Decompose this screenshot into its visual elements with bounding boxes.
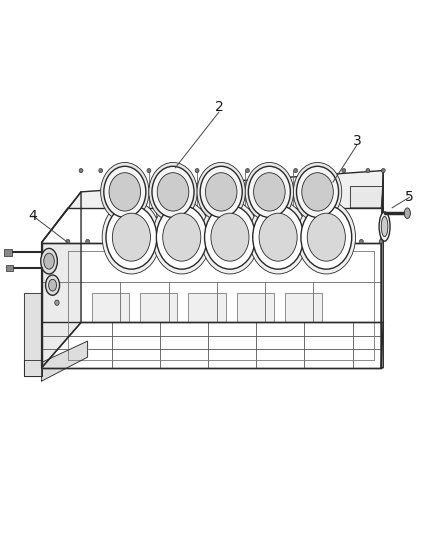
Ellipse shape <box>307 213 345 261</box>
Ellipse shape <box>248 166 290 217</box>
Ellipse shape <box>366 168 370 173</box>
Ellipse shape <box>46 275 60 295</box>
Ellipse shape <box>311 239 315 244</box>
Ellipse shape <box>205 173 237 211</box>
Polygon shape <box>381 171 383 368</box>
Bar <box>237 293 274 322</box>
Ellipse shape <box>200 166 242 217</box>
Bar <box>140 293 177 322</box>
Polygon shape <box>24 293 42 376</box>
Ellipse shape <box>213 239 216 244</box>
Ellipse shape <box>156 205 207 269</box>
Polygon shape <box>68 171 383 208</box>
Ellipse shape <box>101 163 149 221</box>
Ellipse shape <box>123 168 127 173</box>
Polygon shape <box>350 187 383 208</box>
Ellipse shape <box>293 163 342 221</box>
Ellipse shape <box>109 173 141 211</box>
Ellipse shape <box>342 168 346 173</box>
Ellipse shape <box>79 168 83 173</box>
Ellipse shape <box>237 239 241 244</box>
Polygon shape <box>42 341 88 381</box>
Ellipse shape <box>318 168 321 173</box>
Ellipse shape <box>249 200 307 274</box>
Ellipse shape <box>379 239 383 244</box>
Ellipse shape <box>221 168 225 173</box>
Ellipse shape <box>197 163 245 221</box>
Ellipse shape <box>104 166 146 217</box>
Ellipse shape <box>152 166 194 217</box>
Ellipse shape <box>287 239 291 244</box>
Ellipse shape <box>112 239 116 244</box>
Ellipse shape <box>263 239 267 244</box>
Text: 2: 2 <box>215 100 223 114</box>
Ellipse shape <box>336 239 339 244</box>
Ellipse shape <box>55 300 59 305</box>
Ellipse shape <box>201 200 259 274</box>
Ellipse shape <box>136 239 140 244</box>
Polygon shape <box>42 322 381 368</box>
Ellipse shape <box>293 168 298 173</box>
Ellipse shape <box>211 213 249 261</box>
Bar <box>6 265 13 271</box>
Ellipse shape <box>301 205 352 269</box>
Bar <box>188 293 226 322</box>
Ellipse shape <box>297 200 356 274</box>
Ellipse shape <box>195 168 199 173</box>
Ellipse shape <box>157 173 189 211</box>
Ellipse shape <box>99 168 102 173</box>
Ellipse shape <box>187 239 191 244</box>
Ellipse shape <box>381 216 388 237</box>
Ellipse shape <box>66 239 70 244</box>
Text: 5: 5 <box>405 190 414 204</box>
Ellipse shape <box>147 168 151 173</box>
Ellipse shape <box>269 168 273 173</box>
Ellipse shape <box>404 208 410 219</box>
Ellipse shape <box>171 168 175 173</box>
Ellipse shape <box>253 205 304 269</box>
Ellipse shape <box>102 200 161 274</box>
Bar <box>4 249 12 256</box>
Ellipse shape <box>381 168 385 173</box>
Polygon shape <box>42 208 381 243</box>
Ellipse shape <box>162 213 201 261</box>
Bar <box>92 293 129 322</box>
Polygon shape <box>24 360 42 376</box>
Ellipse shape <box>49 279 57 291</box>
Ellipse shape <box>259 213 297 261</box>
Ellipse shape <box>149 163 197 221</box>
Ellipse shape <box>359 239 363 244</box>
Ellipse shape <box>245 163 293 221</box>
Ellipse shape <box>41 248 57 274</box>
Ellipse shape <box>152 200 211 274</box>
Ellipse shape <box>106 205 157 269</box>
Polygon shape <box>42 243 381 368</box>
Ellipse shape <box>162 239 166 244</box>
Ellipse shape <box>205 205 255 269</box>
Text: 3: 3 <box>353 134 361 148</box>
Ellipse shape <box>86 239 90 244</box>
Ellipse shape <box>44 253 54 269</box>
Polygon shape <box>42 192 81 368</box>
Ellipse shape <box>379 212 390 241</box>
Ellipse shape <box>254 173 285 211</box>
Text: 4: 4 <box>28 209 37 223</box>
Bar <box>285 293 322 322</box>
Ellipse shape <box>112 213 151 261</box>
Ellipse shape <box>302 173 333 211</box>
Ellipse shape <box>297 166 339 217</box>
Ellipse shape <box>245 168 249 173</box>
